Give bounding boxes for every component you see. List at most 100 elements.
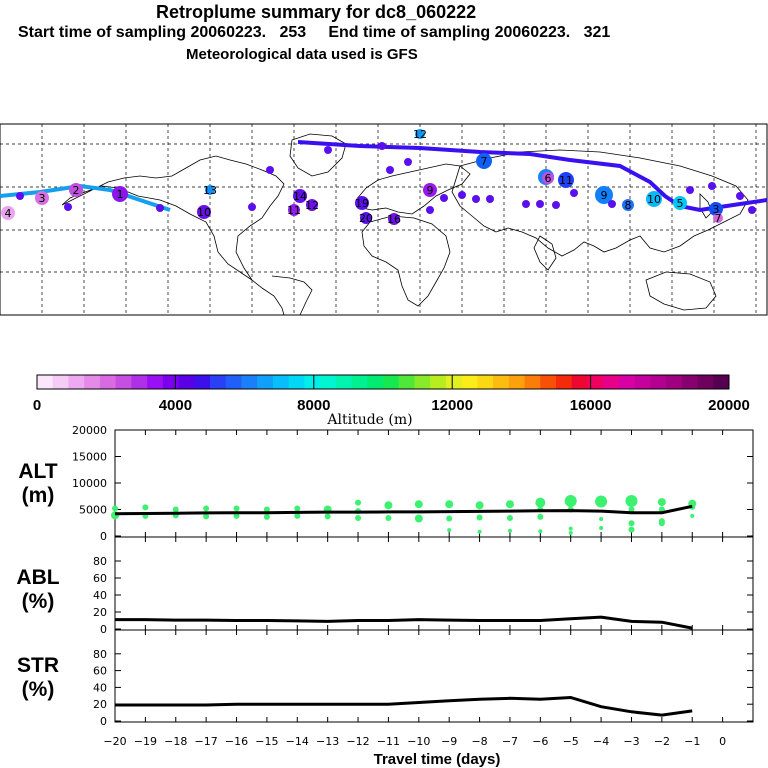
- alt-point: [414, 500, 423, 509]
- x-tick-label: −10: [407, 735, 430, 748]
- colorbar-swatch: [603, 375, 620, 389]
- alt-point: [658, 520, 665, 527]
- x-tick-label: −17: [195, 735, 218, 748]
- track-dot: [472, 195, 480, 203]
- alt-point: [690, 513, 695, 518]
- alt-point: [628, 506, 635, 513]
- coastline-japan: [699, 193, 713, 219]
- alt-point: [595, 495, 608, 508]
- track-marker-label: 19: [355, 197, 369, 210]
- colorbar-swatch: [335, 375, 353, 389]
- track-dot: [536, 200, 544, 208]
- track-dot: [736, 192, 744, 200]
- alt-point: [628, 526, 635, 533]
- track-marker: [360, 212, 372, 224]
- track-dot: [324, 146, 332, 154]
- alt-point: [384, 501, 393, 510]
- track-marker: [542, 172, 554, 184]
- alt-point: [447, 528, 452, 533]
- colorbar-swatch: [194, 375, 211, 389]
- colorbar-swatch: [540, 375, 557, 389]
- x-tick-label: −2: [654, 735, 670, 748]
- colorbar-swatch: [84, 375, 101, 389]
- alt-point: [142, 504, 149, 511]
- colorbar-swatch: [430, 375, 447, 389]
- mean-track: [297, 140, 768, 213]
- colorbar-swatch: [477, 375, 494, 389]
- x-tick-label: −9: [441, 735, 457, 748]
- track-dot: [608, 200, 616, 208]
- track-marker-label: 4: [5, 207, 12, 220]
- track-marker: [595, 186, 613, 204]
- panel-frame: [114, 536, 754, 631]
- x-tick-label: 0: [719, 735, 726, 748]
- track-marker: [112, 186, 128, 202]
- track-dot: [16, 192, 24, 200]
- track-dot: [378, 142, 386, 150]
- colorbar-swatch: [147, 375, 164, 389]
- x-tick-label: −7: [502, 735, 518, 748]
- x-tick-label: −19: [134, 735, 157, 748]
- alt-point: [294, 505, 301, 512]
- panel-frame: [114, 429, 754, 538]
- track-dot: [64, 203, 72, 211]
- alt-point: [355, 499, 362, 506]
- panel-ylabel: ALT: [18, 460, 57, 483]
- alt-point: [324, 513, 331, 520]
- track-marker-label: 10: [197, 206, 211, 219]
- alt-point: [568, 530, 573, 535]
- alt-point: [599, 517, 604, 522]
- panel-frame: [114, 629, 754, 723]
- meteorology-subtitle: Meteorological data used is GFS: [186, 46, 418, 63]
- colorbar-swatch: [225, 375, 242, 389]
- x-axis-label: Travel time (days): [374, 751, 501, 768]
- world-map: 43211314121110192016769105831276119: [0, 123, 768, 316]
- alt-point: [233, 505, 240, 512]
- track-marker: [35, 191, 49, 205]
- alt-point: [263, 513, 270, 520]
- alt-mean-line: [114, 504, 693, 516]
- track-dot: [440, 194, 448, 202]
- track-dot: [156, 204, 164, 212]
- colorbar-swatch: [115, 375, 132, 389]
- track-marker: [388, 213, 400, 225]
- alt-point: [568, 526, 573, 531]
- time-series-panels: 20000150001000050000ALT(m)806040200ABL(%…: [16, 424, 754, 728]
- y-tick-label: 60: [93, 572, 107, 585]
- alt-point: [537, 513, 544, 520]
- str-line: [115, 695, 693, 717]
- alt-point: [477, 529, 482, 534]
- track-dot: [486, 195, 494, 203]
- colorbar-swatch: [304, 375, 321, 389]
- track-dot: [386, 166, 394, 174]
- colorbar-swatch: [524, 375, 541, 389]
- colorbar-swatch: [650, 375, 667, 389]
- alt-point: [538, 529, 543, 534]
- track-marker-label: 5: [677, 197, 684, 210]
- track-marker-label: 12: [305, 199, 319, 212]
- colorbar-swatch: [52, 375, 69, 389]
- track-marker-label: 9: [427, 184, 434, 197]
- map-frame: [0, 123, 768, 316]
- x-axis: −20 −19 −18 −17 −16 −15 −14 −13 −12 −11 −10 −9 −8 −7−…: [103, 735, 726, 748]
- mean-track-west: [0, 183, 171, 212]
- track-dot: [552, 201, 560, 209]
- colorbar-swatch: [445, 375, 463, 389]
- y-tick-label: 20: [93, 698, 107, 711]
- x-tick-label: −6: [532, 735, 548, 748]
- coastline-asia: [451, 149, 749, 257]
- colorbar-swatch: [210, 375, 227, 389]
- x-tick-label: −20: [103, 735, 126, 748]
- alt-point: [414, 514, 423, 523]
- track-marker: [709, 202, 723, 216]
- colorbar-swatch: [241, 375, 258, 389]
- track-dot: [708, 182, 716, 190]
- track-marker-label: 13: [203, 184, 217, 197]
- colorbar-swatch: [367, 375, 384, 389]
- track-marker: [355, 196, 369, 210]
- y-tick-label: 40: [93, 589, 107, 602]
- colorbar-tick-label: 12000: [431, 397, 473, 414]
- x-tick-label: −18: [164, 735, 187, 748]
- colorbar-swatch: [666, 375, 683, 389]
